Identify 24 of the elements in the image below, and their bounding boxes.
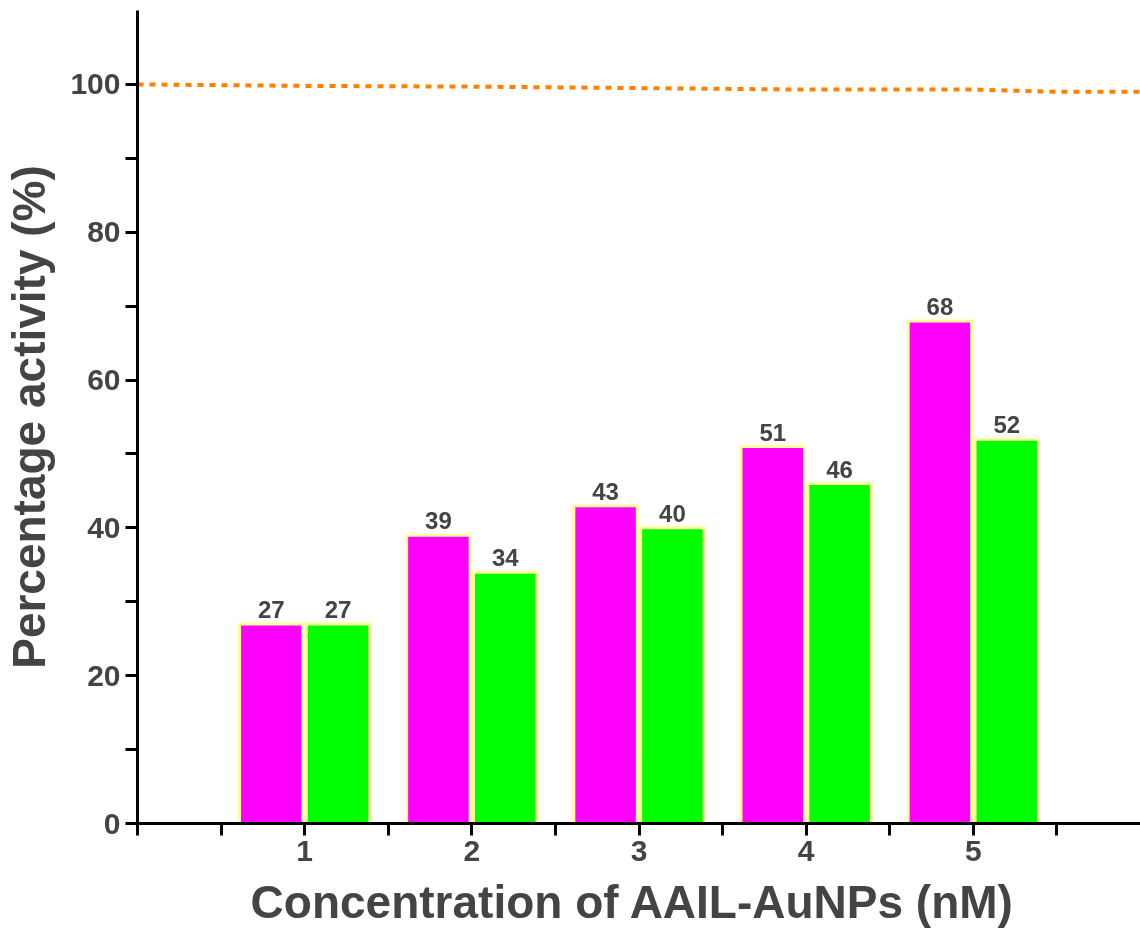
data-label: 46 xyxy=(826,455,853,483)
line-series xyxy=(137,82,1140,94)
data-label: 27 xyxy=(324,595,352,623)
data-label: 52 xyxy=(993,411,1021,439)
x-tick-label: 5 xyxy=(964,833,982,867)
y-tick-label: 20 xyxy=(87,658,121,692)
x-tick-label: 3 xyxy=(630,833,648,867)
data-label: 34 xyxy=(491,544,520,572)
x-tick-label: 1 xyxy=(296,833,314,867)
y-tick-label: 0 xyxy=(103,806,121,840)
data-label: 51 xyxy=(759,418,787,446)
x-tick-label: 4 xyxy=(797,833,815,867)
x-tick-label: 2 xyxy=(463,833,481,867)
y-tick-label: 100 xyxy=(70,67,121,101)
y-tick-label: 60 xyxy=(87,363,121,397)
x-axis-title: Concentration of AAIL-AuNPs (nM) xyxy=(250,875,1013,928)
data-label: 39 xyxy=(425,507,452,535)
y-axis-title: Percentage activity (%) xyxy=(3,165,56,669)
data-label: 27 xyxy=(257,595,285,623)
y-tick-label: 80 xyxy=(87,215,121,249)
data-label: 40 xyxy=(659,499,686,527)
data-label: 68 xyxy=(926,292,954,320)
y-tick-label: 40 xyxy=(87,510,121,544)
data-label: 43 xyxy=(592,477,619,505)
